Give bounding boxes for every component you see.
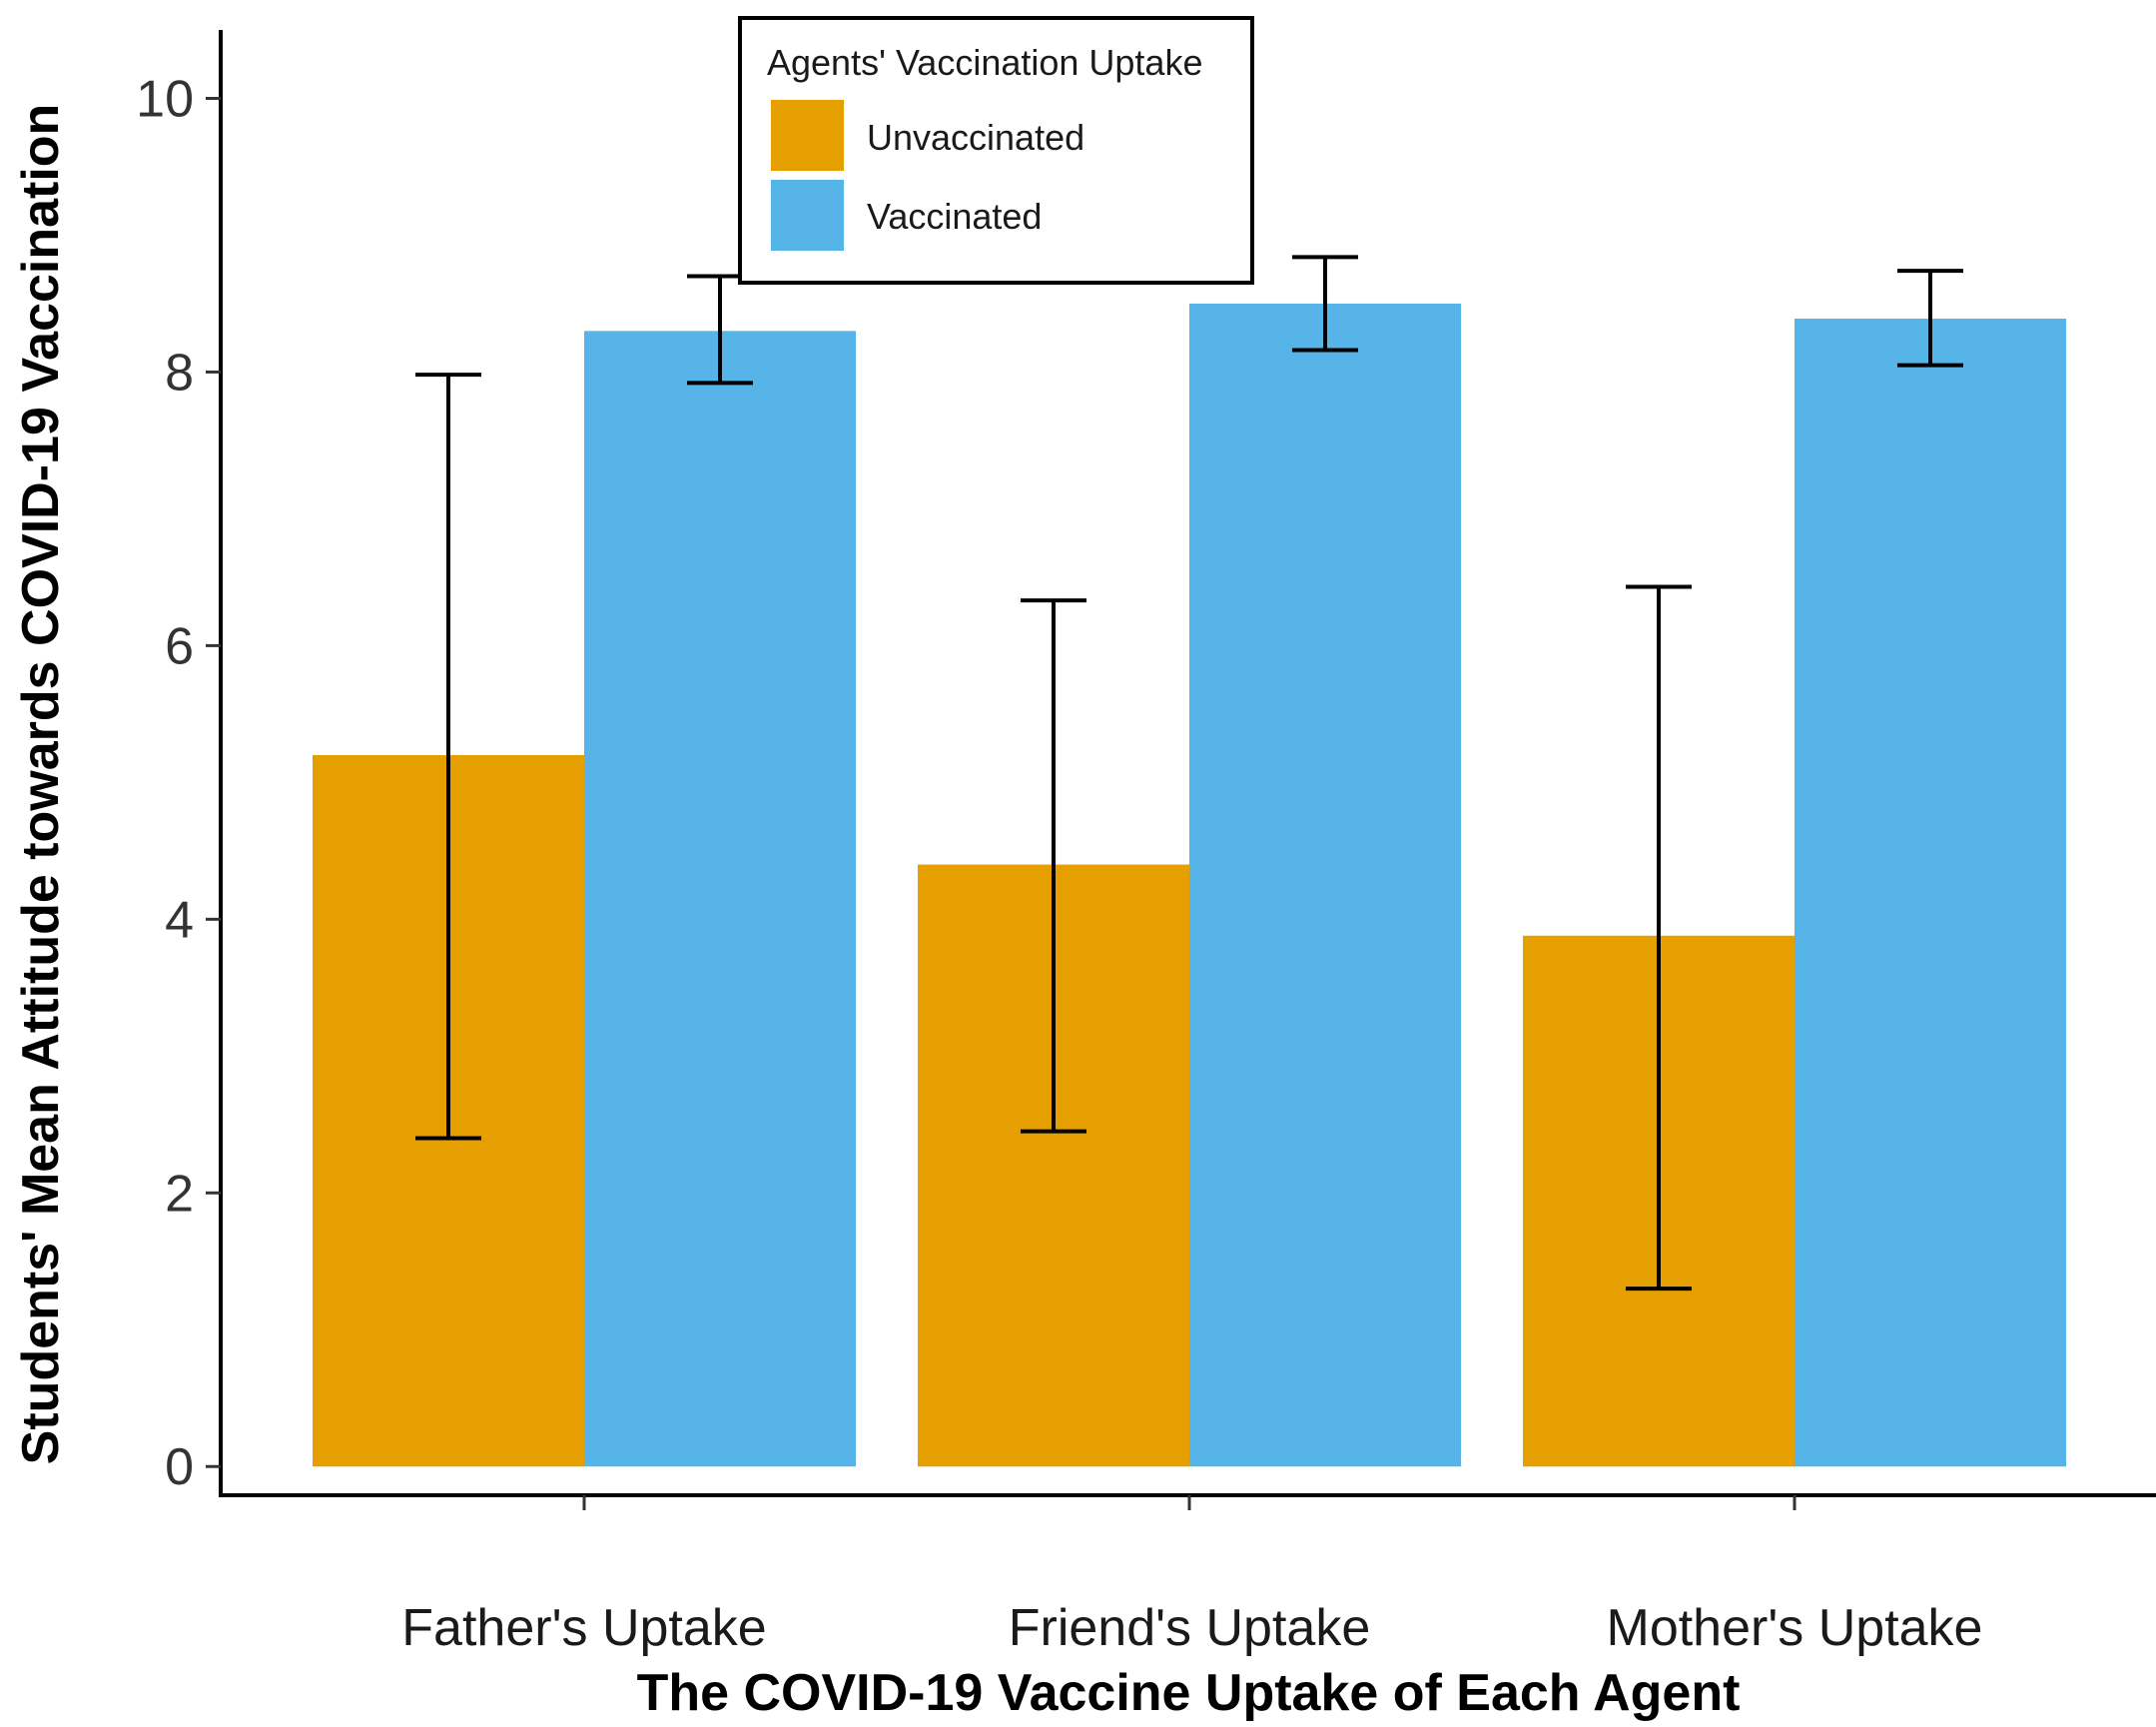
y-ticks: 0 2 4 6 8 10 (136, 70, 221, 1496)
legend-swatch-unvaccinated (771, 100, 844, 171)
y-tick-label: 6 (165, 617, 194, 675)
x-axis-title: The COVID-19 Vaccine Uptake of Each Agen… (637, 1664, 1741, 1722)
x-ticks: Father's Uptake Friend's Uptake Mother's U… (401, 1495, 1982, 1657)
bars (313, 303, 2066, 1467)
bar-vaccinated-1 (1189, 303, 1461, 1467)
bar-vaccinated-2 (1795, 319, 2066, 1467)
x-tick-label: Friend's Uptake (1009, 1599, 1371, 1657)
bar-vaccinated-0 (584, 331, 856, 1467)
y-tick-label: 10 (136, 70, 194, 128)
y-tick-label: 2 (165, 1165, 194, 1223)
legend-title: Agents' Vaccination Uptake (767, 42, 1202, 83)
y-tick-label: 0 (165, 1438, 194, 1496)
x-tick-label: Father's Uptake (401, 1599, 766, 1657)
legend-swatch-vaccinated (771, 180, 844, 251)
axes (219, 30, 2156, 1497)
y-axis-title: Students' Mean Attitude towards COVID-19… (12, 104, 70, 1465)
legend-label-vaccinated: Vaccinated (867, 196, 1042, 237)
x-tick-label: Mother's Uptake (1607, 1599, 1983, 1657)
legend-label-unvaccinated: Unvaccinated (867, 117, 1084, 158)
y-tick-label: 4 (165, 891, 194, 949)
y-tick-label: 8 (165, 344, 194, 402)
legend: Agents' Vaccination Uptake Unvaccinated … (738, 16, 1254, 285)
